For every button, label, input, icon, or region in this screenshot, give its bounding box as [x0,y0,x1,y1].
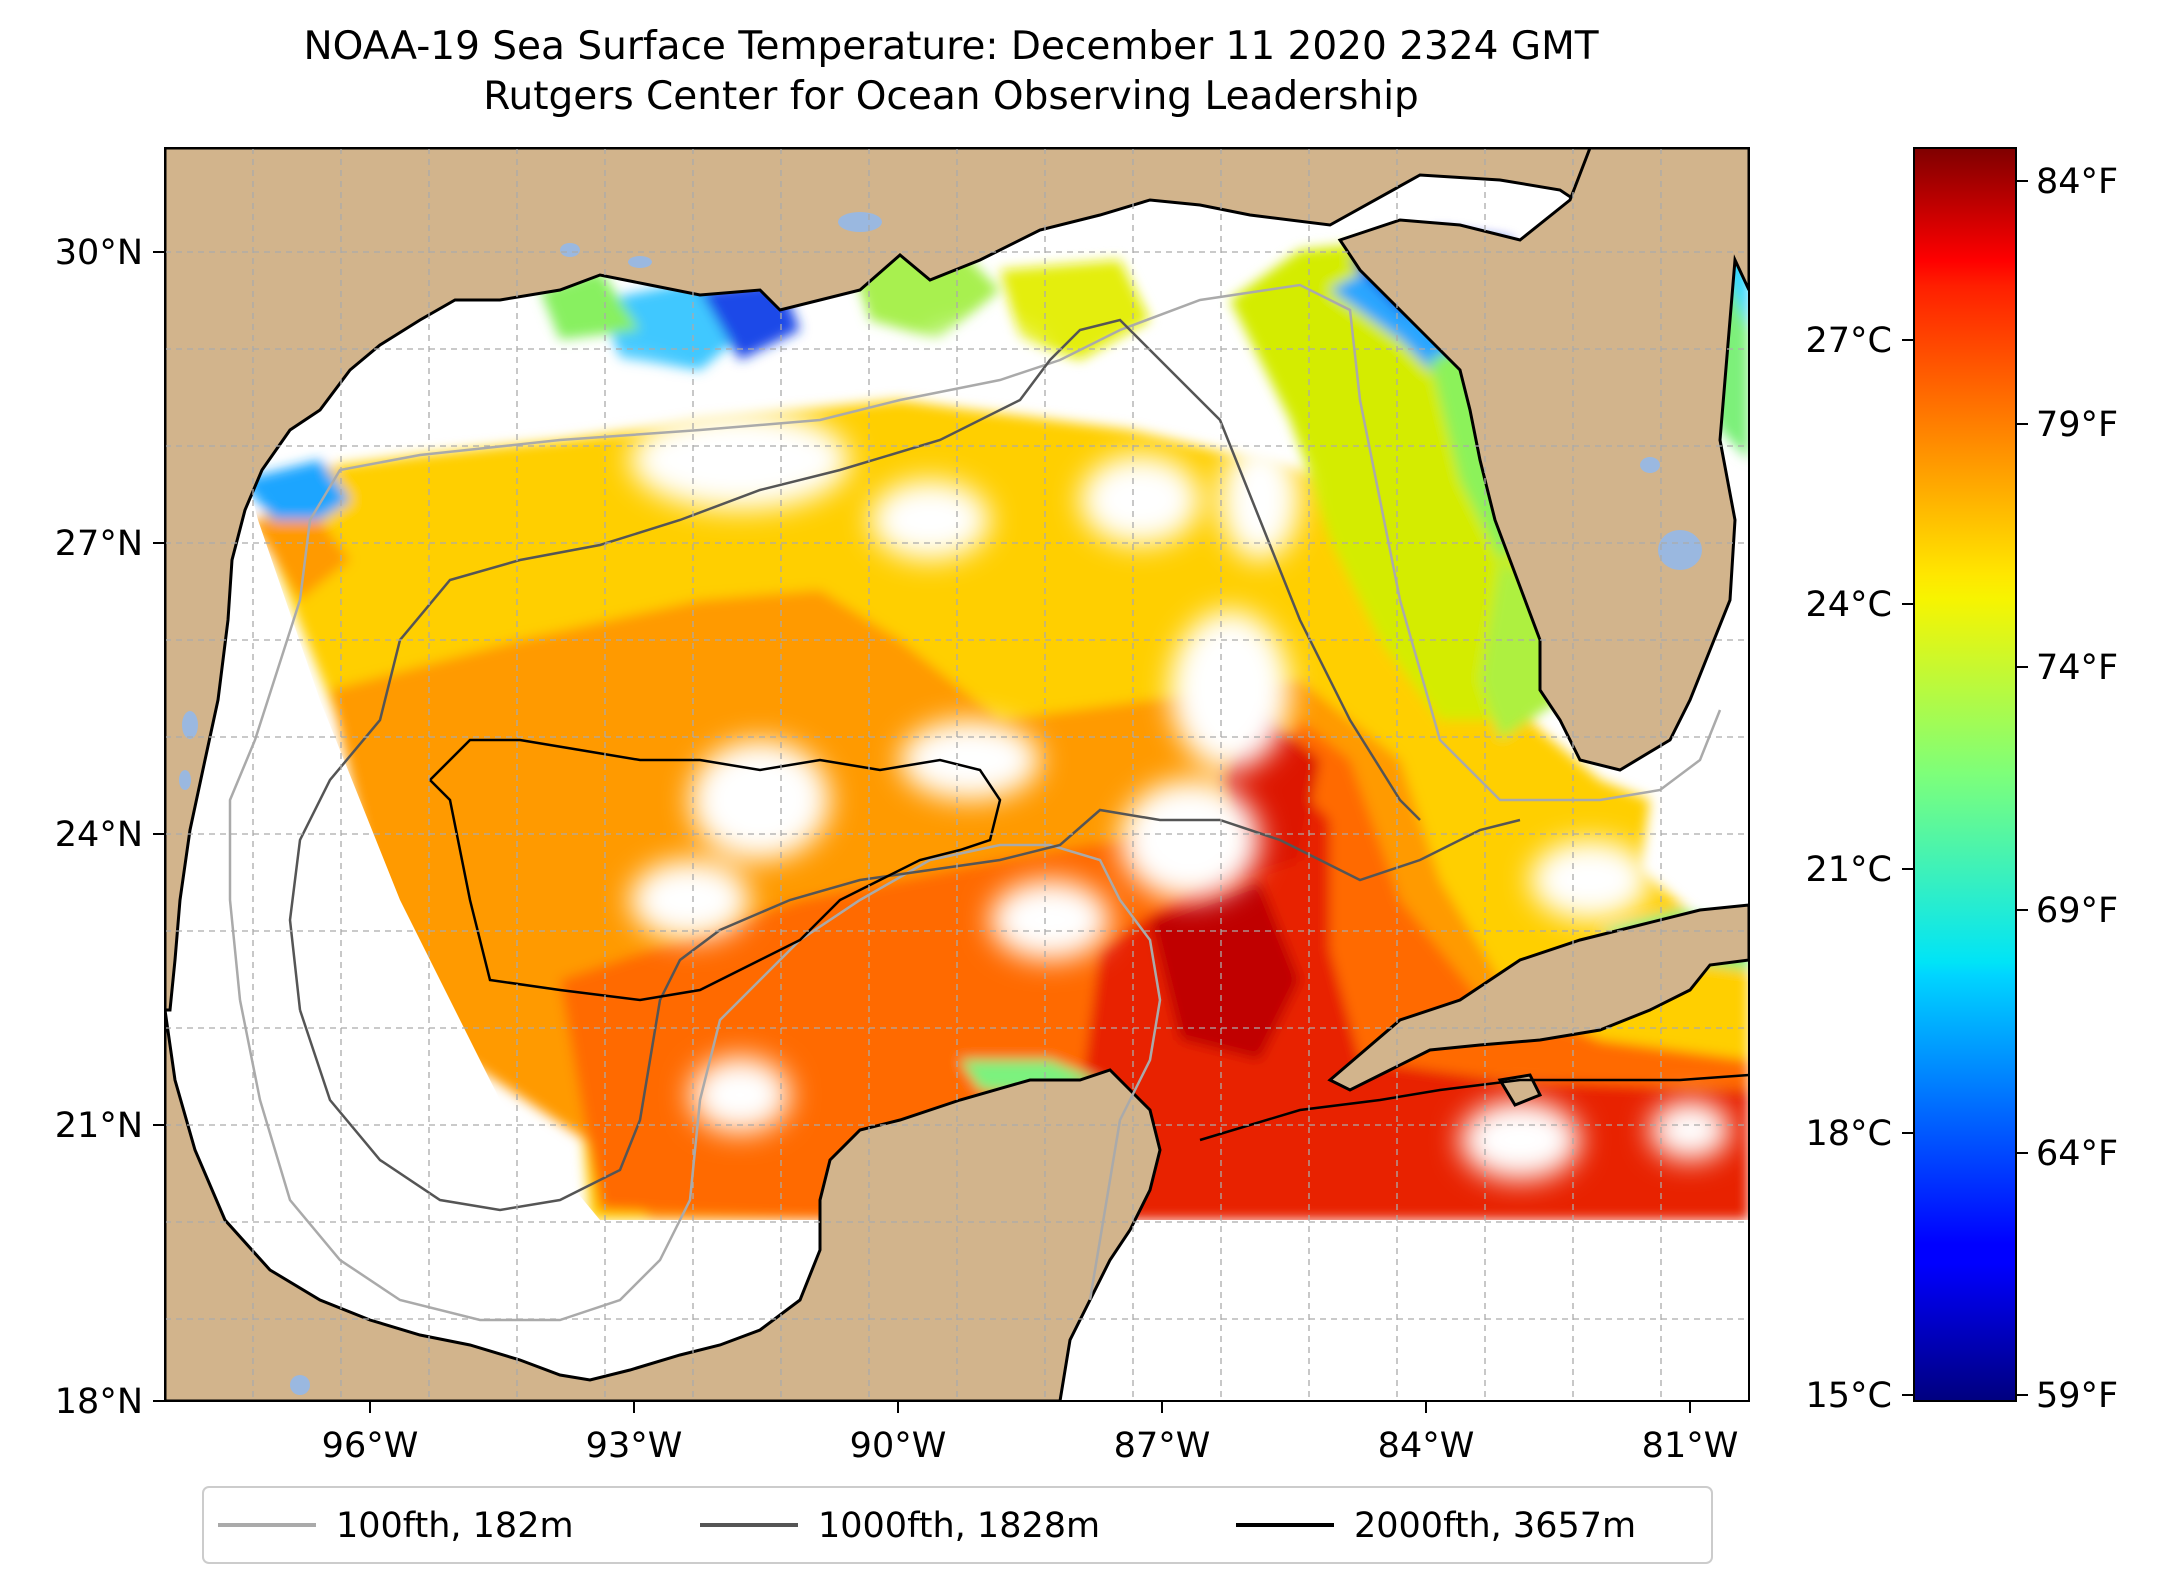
lon-axis: 96°W 93°W 90°W 87°W 84°W 81°W [322,1401,1739,1466]
celsius-tick-label: 18°C [1806,1114,1892,1154]
lon-tick-label: 90°W [850,1426,947,1466]
contour-2000fth [428,738,1749,1142]
lon-tick-label: 96°W [322,1426,419,1466]
fahrenheit-tick-label: 59°F [2036,1376,2118,1416]
gridlines [165,148,1749,1401]
map-title: NOAA-19 Sea Surface Temperature: Decembe… [0,22,1902,122]
map-panel [165,148,1749,1401]
lon-tick-label: 81°W [1642,1426,1739,1466]
lat-axis: 30°N 27°N 24°N 21°N 18°N [55,233,165,1422]
colorbar-gradient [1913,147,2017,1402]
land [165,148,1749,1401]
lat-tick-label: 24°N [55,815,143,855]
lat-tick-label: 27°N [55,524,143,564]
lat-tick-label: 21°N [55,1106,143,1146]
bathymetry-contours [228,283,1749,1322]
fahrenheit-tick-label: 79°F [2036,405,2118,445]
title-line-1: NOAA-19 Sea Surface Temperature: Decembe… [303,24,1599,69]
fahrenheit-tick-label: 74°F [2036,648,2118,688]
legend-label: 2000fth, 3657m [1354,1506,1636,1546]
lakes [179,212,1702,1395]
legend-item-1000fth: 1000fth, 1828m [700,1506,1100,1546]
lat-tick-label: 30°N [55,233,143,273]
contour-1000fth [288,318,1521,1212]
legend-item-2000fth: 2000fth, 3657m [1236,1506,1636,1546]
fahrenheit-tick-label: 64°F [2036,1134,2118,1174]
title-line-2: Rutgers Center for Ocean Observing Leade… [483,74,1419,119]
celsius-tick-label: 27°C [1806,321,1892,361]
celsius-tick-label: 15°C [1806,1376,1892,1416]
map-frame [164,147,1750,1402]
fahrenheit-tick-label: 84°F [2036,162,2118,202]
celsius-tick-label: 21°C [1806,850,1892,890]
lon-tick-label: 84°W [1378,1426,1475,1466]
colorbar: 84°F 79°F 74°F 69°F 64°F 59°F 27°C 24°C … [1806,147,2118,1416]
lon-tick-label: 87°W [1114,1426,1211,1466]
swath-west-nodata [165,148,600,1220]
fahrenheit-tick-label: 69°F [2036,891,2118,931]
legend-box [202,1486,1713,1564]
celsius-tick-label: 24°C [1806,585,1892,625]
lat-tick-label: 18°N [55,1382,143,1422]
legend-label: 100fth, 182m [336,1506,574,1546]
cloud-mask [440,330,1730,1180]
legend-item-100fth: 100fth, 182m [218,1506,574,1546]
legend: 100fth, 182m 1000fth, 1828m 2000fth, 365… [202,1486,1713,1564]
lon-tick-label: 93°W [586,1426,683,1466]
legend-label: 1000fth, 1828m [818,1506,1100,1546]
